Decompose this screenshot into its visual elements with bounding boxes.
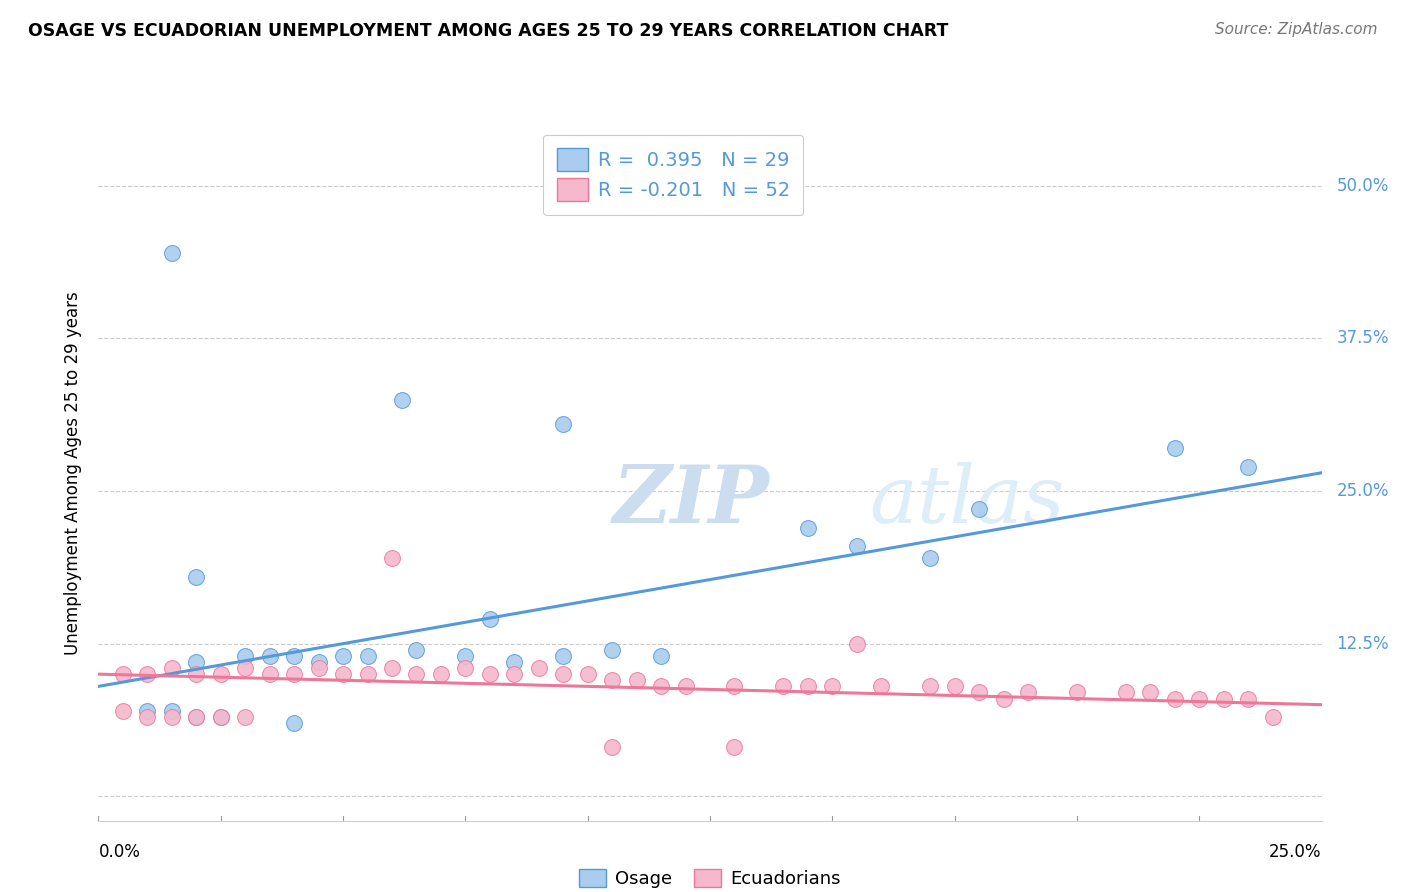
Point xyxy=(675,679,697,693)
Point xyxy=(259,648,281,663)
Point xyxy=(723,740,745,755)
Text: 12.5%: 12.5% xyxy=(1336,634,1389,653)
Legend: Osage, Ecuadorians: Osage, Ecuadorians xyxy=(572,862,848,892)
Point xyxy=(600,673,623,688)
Text: 25.0%: 25.0% xyxy=(1270,843,1322,861)
Point xyxy=(111,667,134,681)
Point xyxy=(136,704,159,718)
Point xyxy=(186,569,208,583)
Point xyxy=(920,551,942,566)
Y-axis label: Unemployment Among Ages 25 to 29 years: Unemployment Among Ages 25 to 29 years xyxy=(65,291,83,655)
Point xyxy=(186,667,208,681)
Point xyxy=(943,679,966,693)
Text: 50.0%: 50.0% xyxy=(1336,177,1389,195)
Point xyxy=(308,655,330,669)
Point xyxy=(650,648,672,663)
Point xyxy=(600,740,623,755)
Text: 0.0%: 0.0% xyxy=(98,843,141,861)
Point xyxy=(209,667,232,681)
Point xyxy=(356,667,378,681)
Point xyxy=(1261,710,1284,724)
Point xyxy=(136,710,159,724)
Point xyxy=(553,648,575,663)
Point xyxy=(160,246,183,260)
Point xyxy=(527,661,550,675)
Point xyxy=(209,710,232,724)
Point xyxy=(1164,442,1187,456)
Point xyxy=(1017,685,1039,699)
Point xyxy=(259,667,281,681)
Point xyxy=(332,667,354,681)
Point xyxy=(283,716,305,731)
Point xyxy=(845,637,868,651)
Point xyxy=(576,667,599,681)
Point xyxy=(870,679,893,693)
Point xyxy=(967,685,990,699)
Point xyxy=(160,710,183,724)
Point xyxy=(1164,691,1187,706)
Point xyxy=(356,648,378,663)
Point xyxy=(136,667,159,681)
Point xyxy=(993,691,1015,706)
Point xyxy=(209,710,232,724)
Text: 37.5%: 37.5% xyxy=(1336,329,1389,348)
Point xyxy=(332,648,354,663)
Point xyxy=(553,667,575,681)
Point xyxy=(405,667,427,681)
Point xyxy=(454,648,477,663)
Point xyxy=(967,502,990,516)
Point xyxy=(1237,691,1260,706)
Point xyxy=(454,661,477,675)
Text: Source: ZipAtlas.com: Source: ZipAtlas.com xyxy=(1215,22,1378,37)
Point xyxy=(186,655,208,669)
Point xyxy=(160,661,183,675)
Point xyxy=(626,673,648,688)
Point xyxy=(405,642,427,657)
Point xyxy=(600,642,623,657)
Point xyxy=(845,539,868,553)
Point xyxy=(1139,685,1161,699)
Point xyxy=(233,710,256,724)
Point xyxy=(553,417,575,431)
Point xyxy=(381,551,404,566)
Point xyxy=(772,679,794,693)
Point xyxy=(503,655,526,669)
Point xyxy=(1066,685,1088,699)
Text: OSAGE VS ECUADORIAN UNEMPLOYMENT AMONG AGES 25 TO 29 YEARS CORRELATION CHART: OSAGE VS ECUADORIAN UNEMPLOYMENT AMONG A… xyxy=(28,22,949,40)
Text: 25.0%: 25.0% xyxy=(1336,482,1389,500)
Point xyxy=(1237,459,1260,474)
Point xyxy=(283,667,305,681)
Point xyxy=(1188,691,1211,706)
Point xyxy=(821,679,844,693)
Text: ZIP: ZIP xyxy=(612,462,769,540)
Point xyxy=(233,648,256,663)
Point xyxy=(478,667,501,681)
Point xyxy=(111,704,134,718)
Text: atlas: atlas xyxy=(869,462,1064,540)
Point xyxy=(391,392,413,407)
Point xyxy=(160,704,183,718)
Point xyxy=(1212,691,1234,706)
Point xyxy=(797,521,820,535)
Point xyxy=(723,679,745,693)
Point xyxy=(308,661,330,675)
Point xyxy=(478,612,501,626)
Point xyxy=(186,710,208,724)
Point xyxy=(186,710,208,724)
Point xyxy=(503,667,526,681)
Point xyxy=(283,648,305,663)
Point xyxy=(797,679,820,693)
Point xyxy=(381,661,404,675)
Point xyxy=(430,667,453,681)
Point xyxy=(1115,685,1137,699)
Point xyxy=(233,661,256,675)
Point xyxy=(650,679,672,693)
Point xyxy=(920,679,942,693)
